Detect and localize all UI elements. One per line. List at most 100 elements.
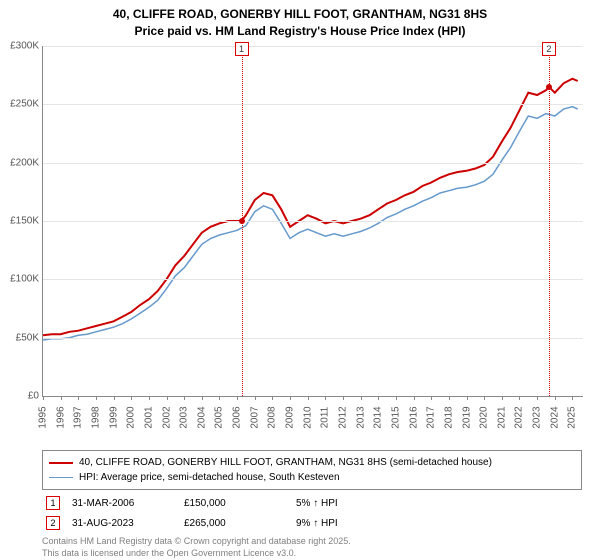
x-tick xyxy=(502,396,503,400)
legend-label-hpi: HPI: Average price, semi-detached house,… xyxy=(79,470,340,485)
x-tick xyxy=(467,396,468,400)
x-axis-label: 1995 xyxy=(38,406,49,428)
chart-title: 40, CLIFFE ROAD, GONERBY HILL FOOT, GRAN… xyxy=(0,0,600,40)
x-axis-label: 2010 xyxy=(302,406,313,428)
x-axis-label: 2000 xyxy=(126,406,137,428)
x-axis-label: 2013 xyxy=(355,406,366,428)
swatch-hpi xyxy=(49,477,73,479)
x-tick xyxy=(96,396,97,400)
gridline xyxy=(43,221,583,222)
x-tick xyxy=(255,396,256,400)
x-axis-label: 2024 xyxy=(549,406,560,428)
x-axis-label: 2014 xyxy=(373,406,384,428)
x-axis-label: 2003 xyxy=(179,406,190,428)
footnote: Contains HM Land Registry data © Crown c… xyxy=(42,536,582,559)
y-axis-label: £0 xyxy=(0,391,39,402)
x-tick xyxy=(361,396,362,400)
x-tick xyxy=(149,396,150,400)
legend-box: 40, CLIFFE ROAD, GONERBY HILL FOOT, GRAN… xyxy=(42,450,582,490)
x-axis-label: 2002 xyxy=(161,406,172,428)
footnote-line2: This data is licensed under the Open Gov… xyxy=(42,548,582,560)
x-tick xyxy=(272,396,273,400)
footnote-line1: Contains HM Land Registry data © Crown c… xyxy=(42,536,582,548)
sale-marker-badge: 2 xyxy=(542,42,556,56)
sale-row: 1 31-MAR-2006 £150,000 5% ↑ HPI xyxy=(42,496,582,510)
series-price_paid xyxy=(43,79,578,336)
swatch-price xyxy=(49,462,73,464)
sale-badge: 1 xyxy=(46,496,60,510)
sale-date: 31-MAR-2006 xyxy=(72,498,172,509)
x-tick xyxy=(43,396,44,400)
x-axis-label: 2007 xyxy=(249,406,260,428)
x-axis-label: 2017 xyxy=(426,406,437,428)
x-tick xyxy=(343,396,344,400)
x-axis-label: 2020 xyxy=(479,406,490,428)
gridline xyxy=(43,163,583,164)
x-axis-label: 1996 xyxy=(55,406,66,428)
y-axis-label: £50K xyxy=(0,332,39,343)
chart: £0£50K£100K£150K£200K£250K£300K199519961… xyxy=(42,46,582,410)
x-axis-label: 2015 xyxy=(390,406,401,428)
x-tick xyxy=(308,396,309,400)
x-axis-label: 2006 xyxy=(232,406,243,428)
sale-dot xyxy=(546,84,552,90)
x-axis-label: 2004 xyxy=(196,406,207,428)
sale-dot xyxy=(239,218,245,224)
y-axis-label: £100K xyxy=(0,274,39,285)
x-axis-label: 2008 xyxy=(267,406,278,428)
y-axis-label: £250K xyxy=(0,99,39,110)
x-axis-label: 2022 xyxy=(514,406,525,428)
gridline xyxy=(43,279,583,280)
legend-row-price: 40, CLIFFE ROAD, GONERBY HILL FOOT, GRAN… xyxy=(49,455,575,470)
x-axis-label: 2005 xyxy=(214,406,225,428)
x-tick xyxy=(414,396,415,400)
x-axis-label: 2001 xyxy=(143,406,154,428)
x-tick xyxy=(78,396,79,400)
x-tick xyxy=(184,396,185,400)
x-tick xyxy=(572,396,573,400)
x-tick xyxy=(131,396,132,400)
y-axis-label: £200K xyxy=(0,157,39,168)
x-tick xyxy=(555,396,556,400)
gridline xyxy=(43,338,583,339)
x-axis-label: 2018 xyxy=(443,406,454,428)
x-axis-label: 2011 xyxy=(320,407,331,429)
sale-price: £150,000 xyxy=(184,498,284,509)
x-tick xyxy=(237,396,238,400)
x-tick xyxy=(114,396,115,400)
sale-rows: 131-MAR-2006£150,0005% ↑ HPI231-AUG-2023… xyxy=(42,496,582,530)
sale-pct: 5% ↑ HPI xyxy=(296,498,396,509)
arrow-up-icon: ↑ xyxy=(313,518,318,529)
legend-section: 40, CLIFFE ROAD, GONERBY HILL FOOT, GRAN… xyxy=(42,450,582,559)
y-axis-label: £150K xyxy=(0,216,39,227)
sale-pct: 9% ↑ HPI xyxy=(296,518,396,529)
x-tick xyxy=(378,396,379,400)
x-axis-label: 1998 xyxy=(90,406,101,428)
x-tick xyxy=(431,396,432,400)
x-axis-label: 2019 xyxy=(461,406,472,428)
gridline xyxy=(43,104,583,105)
title-line1: 40, CLIFFE ROAD, GONERBY HILL FOOT, GRAN… xyxy=(0,6,600,23)
x-axis-label: 2021 xyxy=(496,406,507,428)
x-tick xyxy=(484,396,485,400)
sale-date: 31-AUG-2023 xyxy=(72,518,172,529)
x-tick xyxy=(219,396,220,400)
x-tick xyxy=(537,396,538,400)
x-axis-label: 1997 xyxy=(73,406,84,428)
sale-marker-badge: 1 xyxy=(235,42,249,56)
plot-area: £0£50K£100K£150K£200K£250K£300K199519961… xyxy=(42,46,583,397)
x-tick xyxy=(449,396,450,400)
legend-row-hpi: HPI: Average price, semi-detached house,… xyxy=(49,470,575,485)
title-line2: Price paid vs. HM Land Registry's House … xyxy=(0,23,600,40)
series-hpi xyxy=(43,107,578,340)
gridline xyxy=(43,46,583,47)
x-axis-label: 2025 xyxy=(567,406,578,428)
sale-marker-line xyxy=(549,46,550,396)
x-axis-label: 2009 xyxy=(285,406,296,428)
x-tick xyxy=(202,396,203,400)
x-axis-label: 1999 xyxy=(108,406,119,428)
sale-row: 231-AUG-2023£265,0009% ↑ HPI xyxy=(42,516,582,530)
arrow-up-icon: ↑ xyxy=(313,498,318,509)
sale-price: £265,000 xyxy=(184,518,284,529)
x-tick xyxy=(325,396,326,400)
